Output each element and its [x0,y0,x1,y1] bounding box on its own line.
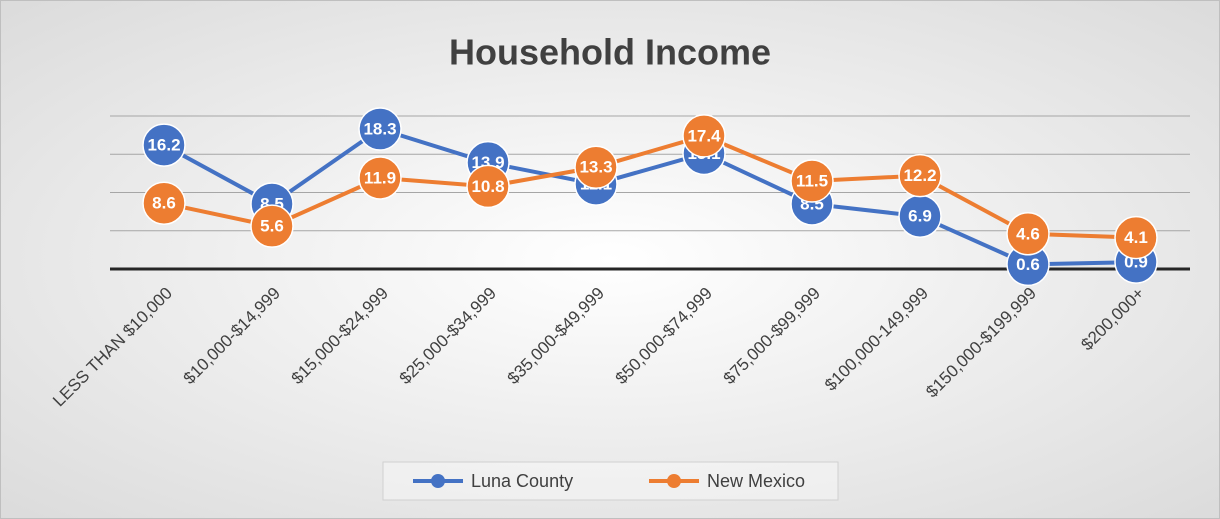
point [142,123,186,167]
data-label: 17.4 [687,126,721,145]
legend-label: Luna County [471,471,573,491]
series-line [163,126,1137,267]
point [1114,215,1158,260]
point [682,114,726,158]
point [250,204,294,248]
data-label: 13.3 [579,158,612,177]
data-label: 18.3 [363,119,396,138]
series-line [163,133,1137,240]
point [1006,212,1050,256]
point [358,107,402,151]
data-label: 4.1 [1124,228,1148,247]
point [358,156,402,200]
legend-marker [667,474,681,488]
point [466,164,510,209]
data-label: 10.8 [471,177,504,196]
legend-marker [431,474,445,488]
data-label: 5.6 [260,217,284,236]
point [790,159,834,203]
data-label: 6.9 [908,207,932,226]
data-label: 8.6 [152,194,176,213]
legend-label: New Mexico [707,471,805,491]
data-label: 0.6 [1016,255,1040,274]
point [142,181,186,225]
data-label: 4.6 [1016,224,1040,243]
point [898,153,942,198]
data-label: 11.5 [796,172,828,191]
data-label: 11.9 [364,168,396,187]
point [574,145,618,190]
chart-title: Household Income [449,32,771,73]
data-label: 16.2 [147,136,180,155]
data-label: 12.2 [903,166,936,185]
